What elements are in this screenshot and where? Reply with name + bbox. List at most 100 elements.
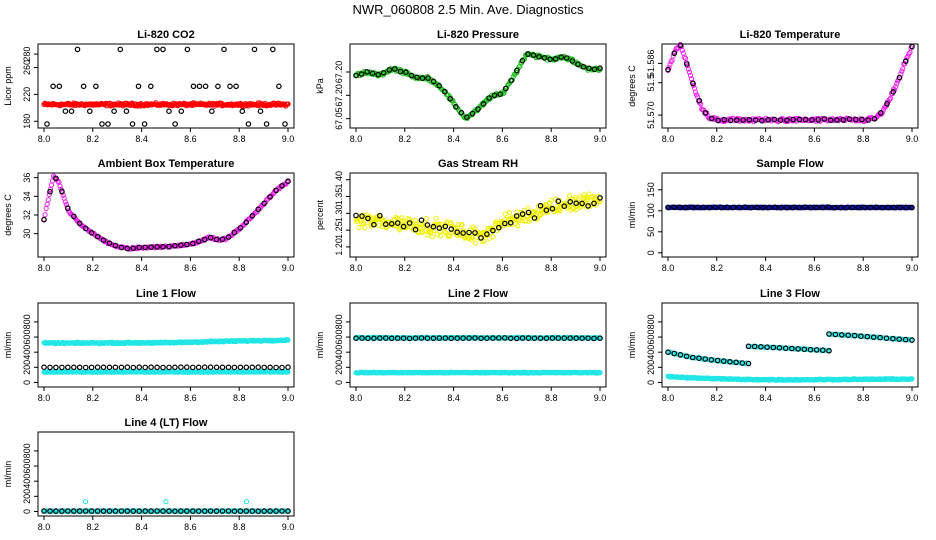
y-axis-label: ml/min — [3, 461, 13, 488]
data-point — [690, 80, 696, 87]
data-point — [597, 65, 603, 72]
data-point — [423, 228, 429, 234]
data-point — [591, 200, 597, 207]
y-axis-label: ml/min — [3, 332, 13, 359]
series-cal — [41, 175, 291, 252]
y-axis-label: degrees C — [3, 194, 13, 236]
data-point — [273, 187, 279, 194]
data-point — [765, 117, 771, 123]
data-point — [123, 108, 130, 115]
data-point — [391, 66, 398, 72]
y-tick-label: 600 — [334, 330, 344, 345]
data-point — [671, 50, 678, 57]
data-point — [877, 110, 884, 116]
data-point — [117, 46, 124, 53]
y-tick-label: 32 — [22, 210, 32, 220]
x-tick-label: 8.6 — [184, 134, 197, 144]
data-point — [62, 108, 69, 115]
data-point — [99, 121, 105, 127]
y-axis-label: ml/min — [627, 202, 637, 229]
y-axis-label: degrees C — [627, 65, 637, 107]
data-point — [237, 225, 244, 231]
data-point — [777, 117, 784, 124]
data-point — [82, 499, 89, 505]
data-point — [136, 364, 143, 371]
data-point — [56, 83, 63, 90]
data-point — [708, 115, 715, 122]
data-point — [267, 194, 273, 200]
data-point — [448, 226, 455, 232]
data-point — [397, 68, 404, 75]
y-tick-label: 67.20 — [334, 84, 344, 107]
data-point — [136, 244, 143, 251]
data-point — [47, 188, 53, 195]
x-tick-label: 8.0 — [350, 263, 363, 273]
data-point — [243, 499, 250, 505]
y-tick-label: 1.30 — [334, 205, 344, 223]
data-point — [894, 81, 900, 87]
data-point — [809, 117, 815, 123]
data-point — [148, 244, 154, 250]
series-raw — [41, 100, 291, 110]
x-tick-label: 8.0 — [350, 134, 363, 144]
data-point — [555, 198, 562, 205]
data-point — [59, 188, 65, 195]
data-point — [130, 364, 137, 371]
y-tick-label: 200 — [22, 489, 32, 504]
y-axis-label: ml/min — [315, 332, 325, 359]
data-point — [909, 43, 915, 50]
data-point — [41, 364, 47, 371]
x-tick-label: 9.0 — [594, 134, 607, 144]
data-point — [677, 42, 684, 49]
data-point — [42, 212, 48, 218]
data-point — [184, 46, 191, 53]
series-lower — [353, 369, 603, 376]
x-tick-label: 8.4 — [447, 134, 460, 144]
data-point — [507, 220, 514, 226]
data-point — [45, 197, 51, 203]
y-axis-label: kPa — [315, 78, 325, 94]
data-point — [495, 224, 502, 231]
x-tick-label: 8.8 — [857, 393, 870, 403]
data-point — [195, 238, 202, 245]
data-point — [88, 364, 95, 371]
data-point — [213, 364, 220, 371]
plot-frame — [349, 172, 607, 258]
data-point — [668, 59, 674, 65]
x-tick-label: 8.0 — [38, 393, 51, 403]
data-point — [715, 117, 721, 124]
data-point — [43, 205, 49, 212]
data-point — [459, 222, 465, 228]
data-point — [893, 84, 899, 90]
y-tick-label: 0 — [334, 380, 344, 385]
data-point — [202, 83, 209, 90]
x-tick-label: 9.0 — [906, 134, 919, 144]
series-cal — [44, 46, 288, 127]
data-point — [472, 230, 478, 236]
data-point — [460, 230, 466, 236]
y-tick-label: 400 — [22, 474, 32, 489]
data-point — [591, 66, 598, 73]
data-point — [406, 220, 413, 226]
data-point — [558, 54, 565, 60]
y-tick-label: 600 — [646, 330, 656, 345]
data-point — [667, 61, 673, 67]
data-point — [802, 116, 809, 123]
data-point — [840, 117, 847, 123]
data-point — [458, 109, 465, 116]
data-point — [365, 215, 371, 222]
data-point — [225, 364, 232, 371]
data-point — [239, 108, 246, 115]
data-point — [567, 199, 574, 205]
data-point — [442, 223, 449, 230]
data-point — [896, 74, 903, 81]
series-raw — [353, 191, 603, 246]
data-point — [87, 108, 93, 115]
y-tick-label: 1.40 — [334, 171, 344, 189]
data-point — [160, 244, 166, 250]
data-point — [420, 229, 426, 235]
data-point — [597, 195, 603, 201]
x-tick-label: 8.0 — [38, 263, 51, 273]
x-tick-label: 8.6 — [184, 522, 197, 532]
data-point — [215, 83, 221, 90]
